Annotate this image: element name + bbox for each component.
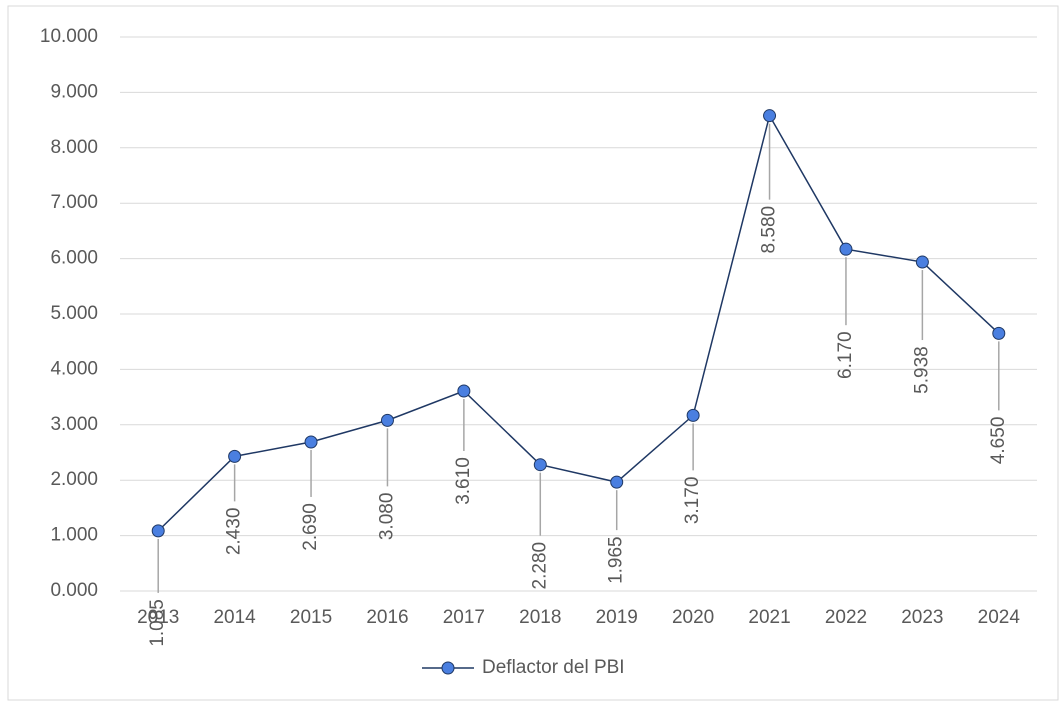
x-tick-label: 2015: [290, 607, 332, 628]
data-label: 1.965: [606, 536, 627, 584]
y-tick-label: 7.000: [50, 192, 98, 213]
y-tick-label: 3.000: [50, 414, 98, 435]
marker: [686, 408, 700, 422]
data-label: 4.650: [988, 417, 1009, 465]
data-label: 3.080: [376, 493, 397, 541]
data-label: 1.085: [147, 599, 168, 647]
marker: [457, 384, 471, 398]
data-label: 5.938: [911, 346, 932, 394]
x-tick-label: 2013: [137, 607, 179, 628]
y-tick-label: 8.000: [50, 137, 98, 158]
y-tick-label: 5.000: [50, 303, 98, 324]
marker: [915, 255, 929, 269]
x-tick-label: 2024: [978, 607, 1021, 628]
y-tick-label: 9.000: [50, 81, 98, 102]
marker: [228, 449, 242, 463]
x-tick-label: 2014: [213, 607, 256, 628]
y-tick-label: 6.000: [50, 248, 98, 269]
x-tick-label: 2017: [443, 607, 485, 628]
data-label: 2.690: [300, 503, 321, 551]
legend-label: Deflactor del PBI: [482, 657, 625, 678]
line: [157, 113, 1000, 532]
y-tick-label: 2.000: [50, 469, 98, 490]
x-tick-label: 2016: [366, 607, 408, 628]
y-tick-label: 4.000: [50, 358, 98, 379]
chart-border: [7, 5, 1059, 701]
marker: [992, 326, 1006, 340]
y-tick-label: 10.000: [40, 26, 98, 47]
x-tick-label: 2018: [519, 607, 561, 628]
marker: [839, 242, 853, 256]
marker: [304, 435, 318, 449]
data-label: 8.580: [759, 206, 780, 254]
legend-marker: [441, 661, 455, 675]
x-tick-label: 2019: [596, 607, 638, 628]
data-label: 2.280: [529, 542, 550, 590]
y-tick-label: 0.000: [50, 580, 98, 601]
marker: [610, 475, 624, 489]
x-tick-label: 2022: [825, 607, 867, 628]
y-tick-label: 1.000: [50, 525, 98, 546]
x-tick-label: 2020: [672, 607, 714, 628]
x-tick-label: 2021: [748, 607, 790, 628]
marker: [763, 109, 777, 123]
marker: [533, 458, 547, 472]
marker: [151, 524, 165, 538]
data-label: 2.430: [224, 508, 245, 556]
data-label: 6.170: [835, 331, 856, 379]
data-label: 3.610: [453, 457, 474, 505]
x-tick-label: 2023: [901, 607, 943, 628]
marker: [380, 413, 394, 427]
data-label: 3.170: [682, 477, 703, 525]
